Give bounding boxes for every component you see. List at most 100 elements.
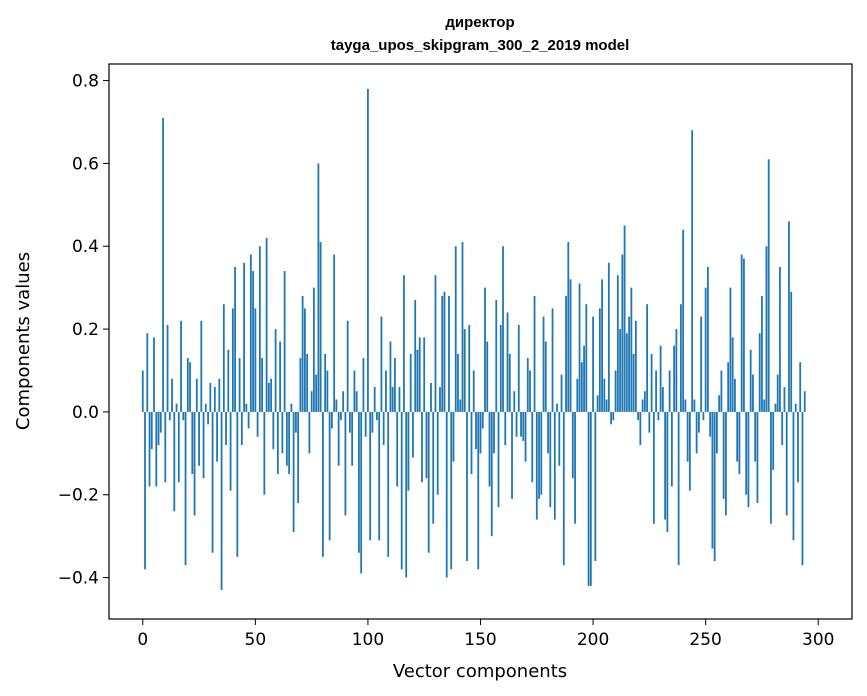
bar <box>652 411 655 524</box>
bar <box>803 391 806 412</box>
bar <box>412 411 414 458</box>
bar <box>598 308 601 412</box>
y-tick-label: 0.4 <box>72 237 99 257</box>
bar <box>326 370 329 412</box>
bar <box>747 411 750 508</box>
y-tick-label: 0.2 <box>72 320 99 340</box>
x-axis-label: Vector components <box>393 661 567 682</box>
bar <box>792 411 795 541</box>
bar <box>630 287 633 412</box>
bar <box>148 411 151 487</box>
bar <box>736 411 739 462</box>
bar <box>276 411 279 475</box>
bar <box>558 411 561 466</box>
bar <box>281 411 284 454</box>
bar <box>234 266 236 412</box>
bar <box>344 411 347 516</box>
bar <box>738 411 741 475</box>
bar <box>445 411 448 578</box>
bar <box>472 370 475 412</box>
bar <box>351 411 354 466</box>
bar <box>565 295 567 412</box>
bar <box>493 411 495 454</box>
bar <box>725 411 727 516</box>
bar <box>423 337 426 412</box>
bar <box>312 287 315 412</box>
bar <box>688 411 691 491</box>
bar <box>231 308 234 412</box>
bar <box>547 411 549 454</box>
bar <box>661 387 664 412</box>
bar <box>450 411 453 570</box>
bar <box>168 411 171 421</box>
bar <box>272 411 275 450</box>
bar <box>247 411 250 429</box>
bar <box>319 242 322 412</box>
bar <box>727 362 730 412</box>
bar <box>403 275 405 412</box>
bar <box>704 287 707 412</box>
bar <box>772 411 775 470</box>
bar <box>542 316 545 412</box>
bar <box>560 374 563 412</box>
bar <box>342 391 345 412</box>
bar <box>529 370 531 412</box>
bar <box>686 411 689 462</box>
bar <box>486 341 489 412</box>
bar <box>709 411 712 437</box>
bar <box>731 337 734 412</box>
bar <box>601 279 603 412</box>
bar <box>328 411 331 541</box>
bar <box>227 349 230 412</box>
bar <box>607 262 610 412</box>
bar <box>623 225 626 412</box>
bar <box>193 411 196 516</box>
bar <box>461 242 464 412</box>
bar <box>650 353 653 412</box>
bar <box>695 411 698 454</box>
bar <box>387 411 390 557</box>
bar <box>310 391 313 412</box>
bar <box>783 387 786 412</box>
bar <box>254 308 257 412</box>
bar <box>362 358 365 412</box>
bar <box>263 411 266 495</box>
bar <box>364 411 367 437</box>
bar <box>441 295 444 412</box>
bar <box>790 291 793 412</box>
bar <box>619 329 621 412</box>
bar <box>270 378 273 412</box>
bar <box>569 279 572 412</box>
bar <box>182 411 185 421</box>
bar <box>718 395 721 412</box>
bar <box>421 411 423 483</box>
bar <box>522 411 525 441</box>
bar <box>346 320 349 412</box>
bar <box>360 411 363 574</box>
x-tick-label: 100 <box>352 630 384 650</box>
bar <box>716 411 718 454</box>
bar <box>544 341 547 412</box>
bar <box>405 411 408 578</box>
bar <box>693 399 696 412</box>
bar <box>416 349 419 412</box>
bar <box>531 411 534 483</box>
bar <box>454 246 457 412</box>
bar <box>195 378 198 412</box>
bar <box>499 324 502 412</box>
bar <box>576 378 579 412</box>
bar <box>434 275 437 412</box>
bar <box>484 287 486 412</box>
y-axis-label: Components values <box>13 252 34 430</box>
bar <box>515 411 518 437</box>
bar <box>285 411 288 466</box>
bar <box>549 411 552 508</box>
bar <box>177 411 180 483</box>
bar <box>166 324 169 412</box>
bar <box>162 117 164 412</box>
bar <box>448 295 450 412</box>
bar <box>639 411 642 446</box>
bar <box>171 378 173 412</box>
bar <box>616 275 619 412</box>
bar <box>506 312 509 412</box>
